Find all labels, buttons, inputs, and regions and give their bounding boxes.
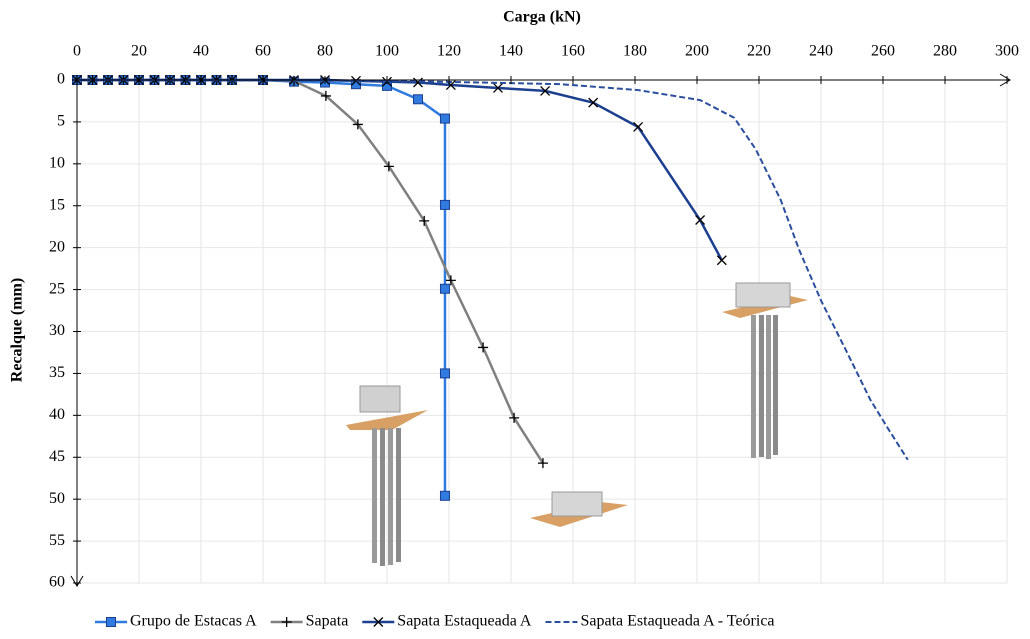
marker bbox=[106, 617, 116, 627]
x-tick-label: 120 bbox=[437, 43, 461, 60]
y-tick-label: 10 bbox=[49, 155, 65, 172]
y-tick-label: 20 bbox=[49, 238, 65, 255]
marker bbox=[439, 490, 450, 501]
x-tick-label: 260 bbox=[871, 43, 895, 60]
y-tick-label: 15 bbox=[49, 196, 65, 213]
marker bbox=[439, 199, 450, 210]
x-tick-label: 200 bbox=[685, 43, 709, 60]
legend: Grupo de Estacas A Sapata Sapata Estaquead… bbox=[95, 613, 775, 630]
y-tick-label: 60 bbox=[49, 574, 65, 591]
marker bbox=[478, 342, 489, 353]
x-tick-label: 100 bbox=[375, 43, 399, 60]
marker bbox=[537, 458, 548, 469]
y-tick-label: 0 bbox=[57, 71, 65, 88]
marker bbox=[445, 275, 456, 286]
x-tick-label: 180 bbox=[623, 43, 647, 60]
series-line bbox=[77, 78, 723, 261]
legend-label: Grupo de Estacas A bbox=[130, 613, 257, 630]
x-tick-label: 160 bbox=[561, 43, 585, 60]
marker bbox=[373, 617, 384, 627]
x-tick-label: 60 bbox=[255, 43, 271, 60]
marker bbox=[439, 368, 450, 379]
y-tick-label: 55 bbox=[49, 532, 65, 549]
x-axis-title: Carga (kN) bbox=[503, 9, 581, 26]
x-tick-label: 80 bbox=[317, 43, 333, 60]
x-tick-label: 20 bbox=[131, 43, 147, 60]
grid bbox=[76, 79, 1008, 584]
x-tick-label: 240 bbox=[809, 43, 833, 60]
x-tick-label: 40 bbox=[193, 43, 209, 60]
marker bbox=[439, 113, 450, 124]
y-tick-label: 5 bbox=[57, 113, 65, 130]
y-tick-label: 45 bbox=[49, 448, 65, 465]
y-axis-arrow bbox=[70, 575, 84, 587]
y-tick-label: 50 bbox=[49, 490, 65, 507]
x-axis-arrow bbox=[999, 73, 1011, 87]
marker bbox=[439, 283, 450, 294]
pile-group-illustration bbox=[346, 385, 428, 566]
x-tick-label: 140 bbox=[499, 43, 523, 60]
y-tick-label: 30 bbox=[49, 322, 65, 339]
footing-illustration bbox=[530, 491, 628, 527]
series-line bbox=[77, 78, 544, 464]
x-tick-label: 280 bbox=[933, 43, 957, 60]
marker bbox=[419, 215, 430, 226]
marker bbox=[633, 121, 644, 132]
y-tick-label: 25 bbox=[49, 280, 65, 297]
marker bbox=[716, 255, 727, 266]
x-tick-label: 0 bbox=[73, 43, 81, 60]
marker bbox=[493, 83, 503, 93]
y-tick-label: 35 bbox=[49, 364, 65, 381]
piled-footing-illustration bbox=[722, 282, 808, 459]
marker bbox=[695, 215, 706, 225]
marker bbox=[413, 94, 423, 105]
marker bbox=[383, 161, 394, 172]
x-tick-label: 300 bbox=[995, 43, 1019, 60]
y-tick-label: 40 bbox=[49, 406, 65, 423]
legend-label: Sapata bbox=[306, 613, 349, 630]
legend-label: Sapata Estaqueada A bbox=[397, 613, 532, 630]
marker bbox=[540, 85, 551, 96]
marker bbox=[509, 412, 520, 423]
x-tick-label: 220 bbox=[747, 43, 771, 60]
marker bbox=[588, 97, 599, 108]
legend-label: Sapata Estaqueada A - Teórica bbox=[580, 613, 774, 630]
y-axis-title: Recalque (mm) bbox=[9, 278, 26, 382]
marker bbox=[352, 119, 363, 130]
marker bbox=[281, 617, 292, 627]
series-line bbox=[76, 79, 909, 461]
marker bbox=[320, 90, 331, 101]
